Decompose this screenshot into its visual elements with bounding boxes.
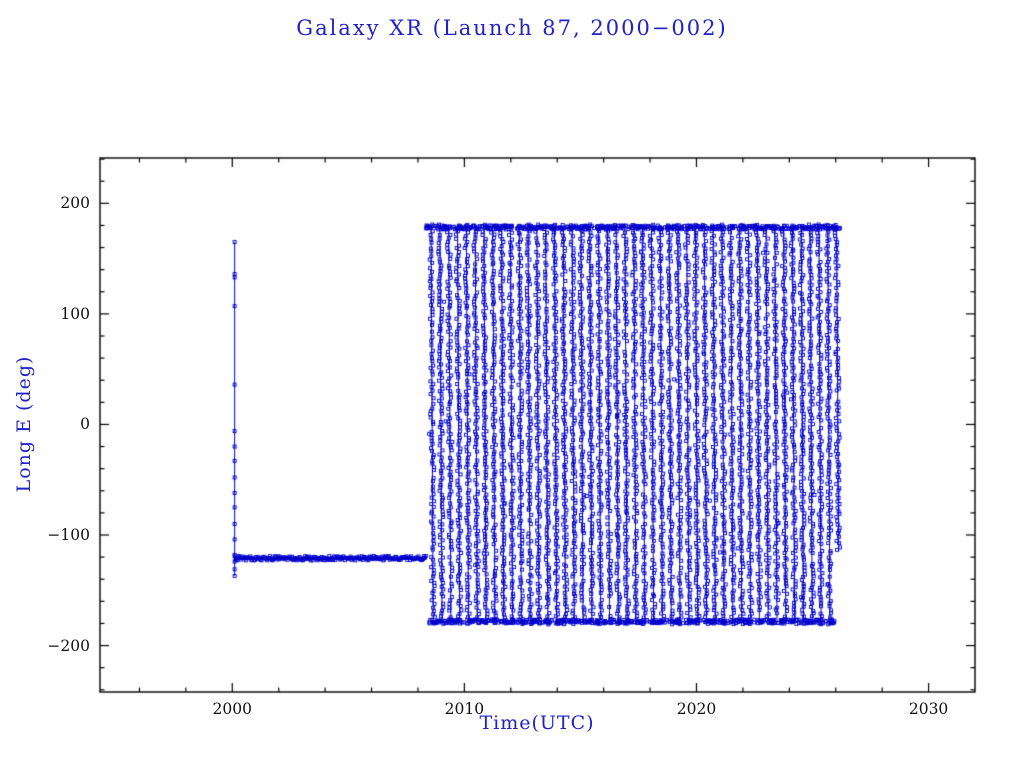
x-tick-label: 2010	[444, 700, 485, 718]
x-tick-label: 2000	[212, 700, 253, 718]
y-tick-label: −100	[47, 526, 90, 544]
x-tick-label: 2030	[908, 700, 949, 718]
y-tick-label: −200	[47, 636, 90, 655]
y-tick-label: 100	[60, 304, 90, 323]
x-tick-label: 2020	[676, 700, 717, 718]
y-tick-label: 200	[60, 194, 90, 213]
y-tick-label: 0	[80, 415, 90, 434]
x-axis-label: Time(UTC)	[479, 712, 595, 734]
